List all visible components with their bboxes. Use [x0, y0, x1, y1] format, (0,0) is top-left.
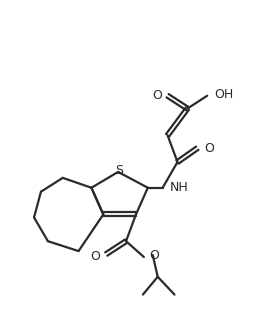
Text: S: S	[115, 164, 123, 177]
Text: O: O	[91, 249, 100, 263]
Text: O: O	[149, 248, 159, 262]
Text: OH: OH	[214, 88, 233, 101]
Text: O: O	[152, 89, 162, 102]
Text: O: O	[204, 142, 214, 155]
Text: NH: NH	[170, 181, 188, 194]
